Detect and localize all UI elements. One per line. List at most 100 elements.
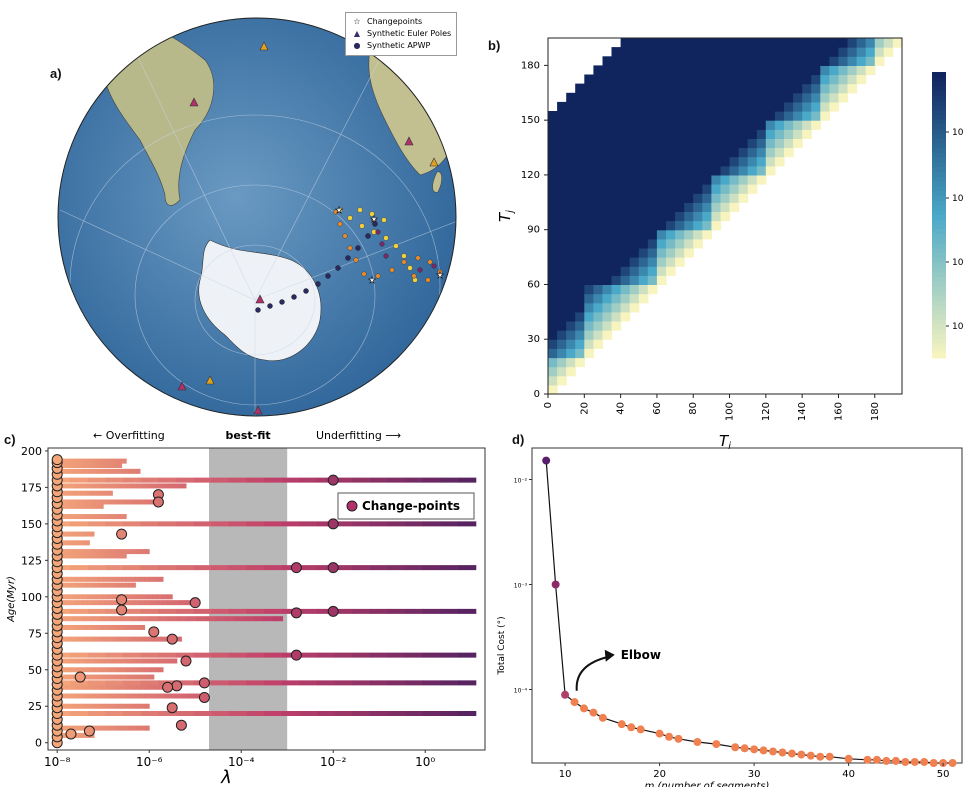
heatmap-cell bbox=[566, 284, 576, 295]
heatmap-cell bbox=[611, 165, 622, 176]
heatmap-cell bbox=[566, 101, 576, 112]
heatmap-cell bbox=[702, 74, 712, 85]
heatmap-cell bbox=[756, 174, 767, 185]
heatmap-cell bbox=[647, 47, 658, 57]
heatmap-cell bbox=[629, 211, 640, 222]
heatmap-cell bbox=[729, 120, 740, 130]
heatmap-cell bbox=[675, 229, 685, 240]
colorbar-step bbox=[932, 277, 946, 283]
heatmap-cell bbox=[656, 92, 667, 103]
heatmap-cell bbox=[684, 184, 694, 194]
elbow-arrowhead bbox=[604, 649, 615, 662]
heatmap-cell bbox=[557, 311, 567, 322]
heatmap-cell bbox=[738, 65, 749, 76]
y-tick-label: 60 bbox=[527, 279, 540, 290]
heatmap-cell bbox=[620, 311, 631, 322]
heatmap-cell bbox=[793, 101, 803, 112]
heatmap-cell bbox=[638, 266, 649, 276]
heatmap-cell bbox=[647, 220, 658, 231]
heatmap-cell bbox=[747, 174, 758, 185]
heatmap-cell bbox=[729, 56, 740, 66]
heatmap-cell bbox=[638, 156, 649, 167]
cost-point bbox=[589, 708, 598, 717]
heatmap-cell bbox=[620, 47, 631, 57]
heatmap-cell bbox=[566, 202, 576, 212]
heatmap-cell bbox=[702, 120, 712, 130]
heatmap-cell bbox=[765, 111, 776, 121]
heatmap-cell bbox=[702, 165, 712, 176]
heatmap-cell bbox=[765, 47, 776, 57]
heatmap-cell bbox=[593, 339, 604, 349]
heatmap-cell bbox=[602, 202, 613, 212]
heatmap-cell bbox=[756, 83, 767, 94]
heatmap-cell bbox=[729, 47, 740, 57]
heatmap-cell bbox=[729, 156, 740, 167]
colorbar-step bbox=[932, 86, 946, 92]
heatmap-cell bbox=[811, 92, 821, 103]
synthetic-track-purple bbox=[371, 217, 437, 273]
colorbar-tick-label: 10 bbox=[952, 194, 964, 204]
heatmap-cell bbox=[675, 92, 685, 103]
heatmap-cell bbox=[620, 83, 631, 94]
colorbar-step bbox=[932, 191, 946, 197]
heatmap-cell bbox=[774, 156, 785, 167]
heatmap-cell bbox=[829, 56, 840, 66]
y-tick-label: 30 bbox=[527, 334, 540, 345]
heatmap-cell bbox=[593, 211, 604, 222]
heatmap-cell bbox=[557, 202, 567, 212]
heatmap-cell bbox=[548, 366, 558, 377]
heatmap-cell bbox=[647, 129, 658, 139]
heatmap-cell bbox=[629, 156, 640, 167]
synthetic-track-orange bbox=[333, 209, 443, 283]
heatmap-cell bbox=[684, 193, 694, 203]
heatmap-cell bbox=[557, 321, 567, 331]
heatmap-cell bbox=[647, 284, 658, 295]
heatmap-cell bbox=[666, 83, 676, 94]
heatmap-cell bbox=[856, 38, 867, 48]
heatmap-cell bbox=[720, 147, 731, 158]
heatmap-cell bbox=[747, 101, 758, 112]
heatmap-cell bbox=[566, 138, 576, 149]
heatmap-cell bbox=[675, 38, 685, 48]
heatmap-cell bbox=[611, 321, 622, 331]
heatmap-chart: 0 20 40 60 80 100 120 140 160 180 0 30 60 90 120 150 180… bbox=[496, 37, 964, 450]
heatmap-cell bbox=[548, 384, 558, 395]
heatmap-cell bbox=[620, 174, 631, 185]
heatmap-cell bbox=[575, 156, 585, 167]
heatmap-cell bbox=[874, 56, 885, 66]
changepoint-stars: ★ ★ ★ ★ bbox=[335, 206, 445, 287]
heatmap-cell bbox=[557, 184, 567, 194]
heatmap-cell bbox=[729, 101, 740, 112]
heatmap-cell bbox=[575, 83, 585, 94]
heatmap-cell bbox=[865, 56, 876, 66]
heatmap-cell bbox=[738, 111, 749, 121]
heatmap-cell bbox=[611, 129, 622, 139]
heatmap-cell bbox=[656, 156, 667, 167]
heatmap-cell bbox=[548, 211, 558, 222]
heatmap-cell bbox=[602, 138, 613, 149]
heatmap-cell bbox=[784, 138, 794, 149]
panel-d-label: d) bbox=[512, 432, 525, 447]
y-tick-label: 90 bbox=[527, 225, 540, 236]
heatmap-cell bbox=[702, 83, 712, 94]
heatmap-cell bbox=[584, 211, 594, 222]
heatmap-cell bbox=[575, 348, 585, 359]
heatmap-cell bbox=[702, 129, 712, 139]
heatmap-cell bbox=[802, 129, 812, 139]
heatmap-cell bbox=[666, 65, 676, 76]
apwp-track bbox=[255, 221, 378, 313]
map-legend: ☆ Changepoints ▲ Synthetic Euler Poles ● Sy… bbox=[345, 12, 458, 56]
heatmap-cell bbox=[557, 193, 567, 203]
colorbar-step bbox=[932, 143, 946, 149]
heatmap-cell bbox=[602, 101, 613, 112]
heatmap-cell bbox=[856, 74, 867, 85]
heatmap-cell bbox=[602, 184, 613, 194]
heatmap-cell bbox=[629, 138, 640, 149]
cost-curve bbox=[545, 460, 953, 764]
heatmap-cell bbox=[656, 211, 667, 222]
heatmap-cell bbox=[802, 74, 812, 85]
heatmap-cell bbox=[892, 38, 903, 48]
heatmap-cell bbox=[774, 74, 785, 85]
heatmap-cell bbox=[575, 220, 585, 231]
heatmap-cell bbox=[784, 83, 794, 94]
